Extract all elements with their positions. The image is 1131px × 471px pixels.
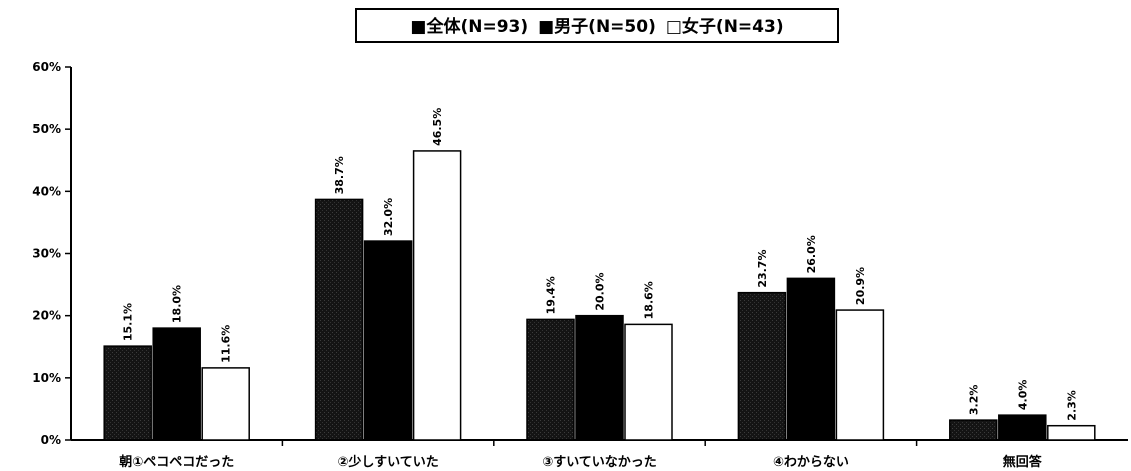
category-labels: 朝①ペコペコだった ②少しすいていた ③すいていなかった ④わからない 無回答 — [119, 454, 1043, 470]
data-label: 2.3% — [1065, 390, 1078, 421]
y-tick-label: 20% — [32, 309, 61, 323]
data-label: 18.0% — [171, 285, 184, 323]
data-label: 4.0% — [1016, 380, 1029, 411]
category-label: ④わからない — [773, 455, 849, 470]
data-label: 15.1% — [122, 303, 135, 341]
bar — [526, 318, 575, 441]
data-label: 3.2% — [967, 385, 980, 416]
bar — [949, 419, 998, 441]
data-label: 20.9% — [854, 267, 867, 305]
bar — [786, 277, 836, 441]
bar — [575, 314, 624, 441]
legend: ■全体(N=93) ■男子(N=50) □女子(N=43) — [355, 8, 839, 43]
bar — [201, 367, 250, 441]
y-tick-label: 30% — [32, 247, 61, 261]
bar — [314, 198, 364, 441]
category-label: ③すいていなかった — [542, 455, 657, 470]
bar — [152, 327, 201, 441]
category-label: 無回答 — [1003, 454, 1043, 470]
data-label: 11.6% — [220, 325, 233, 363]
data-label: 23.7% — [756, 249, 769, 287]
data-label: 38.7% — [333, 156, 346, 194]
bar — [1047, 424, 1096, 441]
svg-text:■全体(N=93)■男子(N=50)□女子(N=43): ■全体(N=93) ■男子(N=50) □女子(N=43) — [410, 16, 783, 37]
bar — [624, 323, 673, 441]
y-tick-label: 10% — [32, 371, 61, 385]
bar — [737, 291, 787, 441]
data-labels: 15.1% 18.0% 11.6% 38.7% 32.0% 46.5% 19.4% 20.0%… — [122, 108, 1079, 421]
data-label: 32.0% — [382, 198, 395, 236]
y-tick-label: 60% — [32, 60, 61, 74]
bar — [412, 150, 462, 441]
data-label: 19.4% — [545, 276, 558, 314]
y-tick-label: 0% — [41, 433, 61, 447]
legend-label-1: 男子(N=50) — [554, 17, 656, 37]
bar — [363, 240, 413, 441]
legend-label-0: 全体(N=93) — [425, 16, 528, 37]
legend-marker-0: ■ — [410, 17, 426, 37]
data-label: 46.5% — [431, 108, 444, 146]
bar — [103, 345, 152, 441]
legend-frame — [355, 8, 839, 43]
legend-marker-1: ■ — [538, 17, 554, 37]
data-label: 26.0% — [805, 235, 818, 273]
y-tick-label: 40% — [32, 184, 61, 198]
bar — [835, 309, 885, 441]
bars — [103, 150, 1096, 441]
category-label: ②少しすいていた — [337, 454, 438, 470]
data-label: 20.0% — [594, 272, 607, 310]
y-tick-label: 50% — [32, 122, 61, 136]
bar — [998, 414, 1047, 441]
data-label: 18.6% — [643, 281, 656, 319]
legend-marker-2: □ — [666, 17, 682, 37]
legend-label-2: 女子(N=43) — [682, 16, 784, 37]
category-label: 朝①ペコペコだった — [119, 454, 234, 470]
